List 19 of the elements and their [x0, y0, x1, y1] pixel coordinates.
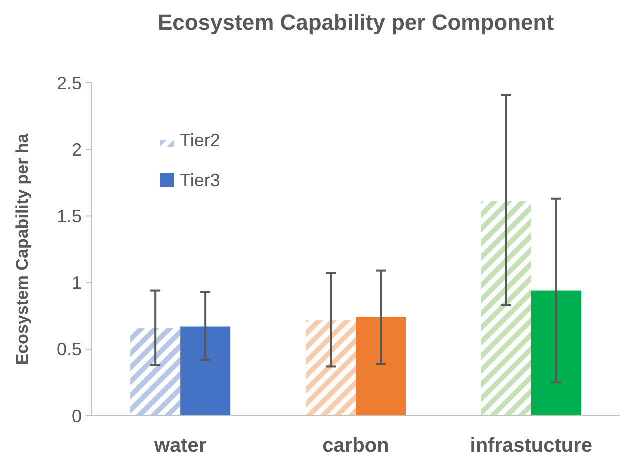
y-tick-label: 2.5	[56, 73, 82, 94]
bar	[356, 317, 406, 416]
bar	[531, 290, 582, 416]
legend-label: Tier3	[180, 170, 220, 190]
y-tick-label: 0	[72, 406, 82, 426]
legend-label: Tier2	[180, 130, 220, 150]
y-axis-title: Ecosystem Capability per ha	[13, 133, 32, 366]
bar	[306, 320, 356, 416]
y-tick-label: 1.5	[56, 206, 82, 226]
y-tick-label: 2	[72, 140, 82, 160]
x-tick-label: carbon	[322, 435, 390, 457]
chart-title: Ecosystem Capability per Component	[158, 10, 555, 35]
y-tick-label: 1	[72, 273, 82, 294]
bar	[481, 202, 532, 416]
y-tick-label: 0.5	[56, 340, 82, 360]
x-tick-label: infrastucture	[470, 435, 593, 457]
bar	[180, 326, 231, 416]
x-tick-label: water	[153, 435, 207, 457]
bar	[130, 328, 181, 416]
